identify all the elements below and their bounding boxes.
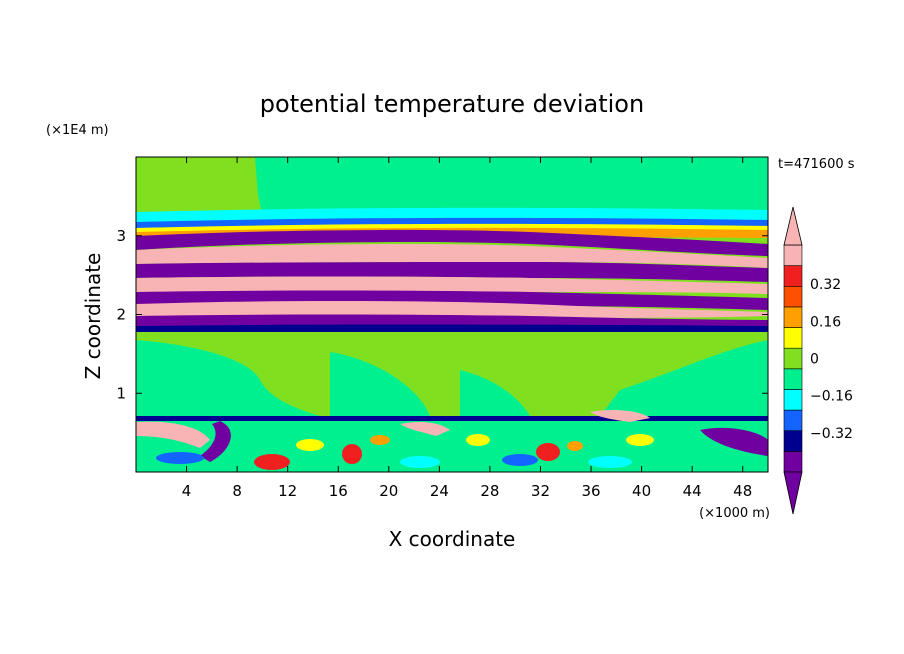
x-tick-label: 20 [379, 482, 398, 500]
cyan-eddy-1 [400, 456, 440, 468]
blue-layer-4 [136, 324, 768, 332]
pink-eddy-center [400, 422, 450, 436]
y-tick-label: 1 [116, 384, 126, 402]
pink-layer-2 [136, 276, 768, 294]
neutral-patch-4 [600, 340, 768, 416]
purple-layer-3 [136, 290, 768, 310]
blue-eddy-2 [502, 454, 538, 466]
colorbar-tick-label: −0.32 [810, 426, 853, 442]
colorbar-under-arrow [783, 471, 803, 515]
x-tick-label: 8 [232, 482, 242, 500]
colorbar-swatch [783, 368, 803, 390]
chart-title: potential temperature deviation [260, 90, 644, 118]
colorbar-swatch [783, 389, 803, 411]
x-tick-label: 28 [480, 482, 499, 500]
x-axis-label: X coordinate [389, 527, 516, 551]
y-axis: 1 2 3 [116, 227, 768, 402]
x-tick-label: 12 [278, 482, 297, 500]
y-tick-label: 2 [116, 306, 126, 324]
x-tick-label: 44 [683, 482, 702, 500]
boundary-top-blue [136, 416, 768, 421]
colorbar-swatch [783, 347, 803, 370]
x-tick-label: 48 [733, 482, 752, 500]
pink-eddy-left [136, 421, 210, 448]
x-unit-label: (×1000 m) [699, 506, 770, 521]
y-axis-label: Z coordinate [81, 253, 105, 380]
colorbar-tick-label: 0 [810, 352, 819, 368]
colorbar-tick-label: 0.16 [810, 314, 841, 330]
yellow-eddy-1 [296, 439, 324, 451]
x-tick-label: 4 [182, 482, 192, 500]
colorbar: 0.32 0.16 0 −0.16 −0.32 [783, 206, 853, 515]
x-tick-label: 40 [632, 482, 651, 500]
x-tick-label: 36 [581, 482, 600, 500]
colorbar-swatch [783, 430, 803, 452]
colorbar-swatch [783, 265, 803, 287]
yellow-eddy-3 [626, 434, 654, 446]
colorbar-tick-label: 0.32 [810, 277, 841, 293]
neutral-patch-2 [330, 352, 430, 416]
colorbar-swatch [783, 306, 803, 328]
boundary-layer [136, 416, 768, 472]
orange-eddy-2 [567, 441, 583, 451]
colorbar-swatch [783, 327, 803, 349]
red-eddy-3 [536, 443, 560, 461]
red-eddy-2 [342, 444, 362, 464]
colorbar-swatch [783, 244, 803, 266]
neutral-patch-3 [460, 370, 530, 416]
neutral-patch-1 [136, 340, 320, 416]
time-label: t=471600 s [778, 157, 855, 172]
x-tick-label: 32 [531, 482, 550, 500]
colorbar-over-arrow [783, 206, 803, 246]
colorbar-tick-label: −0.16 [810, 389, 853, 405]
purple-layer-2 [136, 262, 768, 282]
pink-layer-1 [136, 243, 768, 268]
y-unit-label: (×1E4 m) [46, 123, 109, 138]
orange-eddy-1 [370, 435, 390, 445]
colorbar-swatch [783, 451, 803, 473]
upper-neutral-region [255, 157, 768, 215]
pink-layer-3 [136, 301, 768, 318]
heatmap-field [136, 157, 768, 472]
colorbar-swatch [783, 409, 803, 432]
y-tick-label: 3 [116, 227, 126, 245]
red-eddy-1 [254, 454, 290, 470]
pink-eddy-right [590, 410, 650, 422]
cyan-eddy-2 [588, 456, 632, 468]
purple-layer-1 [136, 229, 768, 256]
purple-eddy-right [700, 427, 768, 456]
x-tick-label: 16 [329, 482, 348, 500]
purple-eddy-left [200, 421, 231, 462]
x-axis: 4 8 12 16 20 24 28 32 36 40 44 48 [182, 157, 752, 500]
blue-eddy-1 [156, 452, 204, 464]
colorbar-swatch [783, 285, 803, 308]
yellow-eddy-2 [466, 434, 490, 446]
x-tick-label: 24 [430, 482, 449, 500]
